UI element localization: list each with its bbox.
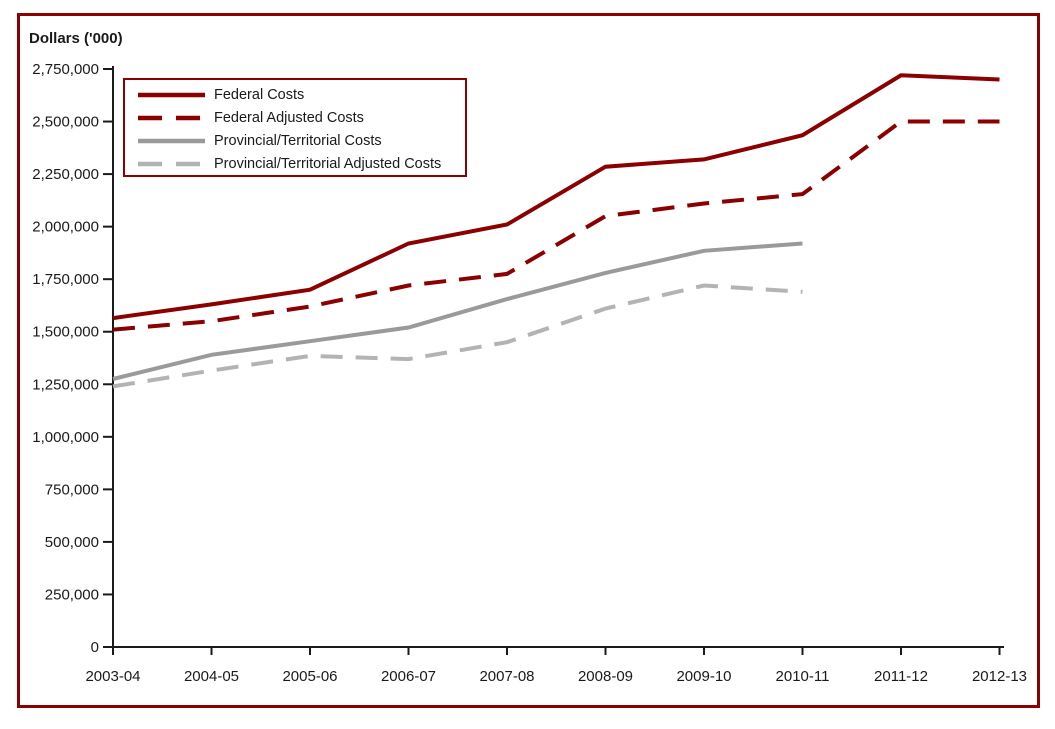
y-axis-tick-label: 1,750,000 bbox=[32, 271, 99, 288]
y-axis-tick-label: 1,250,000 bbox=[32, 376, 99, 393]
series-line-provincial-territorial-costs bbox=[112, 241, 803, 381]
y-axis-tick-label: 0 bbox=[91, 639, 99, 656]
legend-line-sample-solid-icon bbox=[138, 92, 205, 97]
legend-line-sample-dashed-icon bbox=[138, 115, 205, 120]
legend-line-sample-solid-icon bbox=[138, 138, 205, 143]
x-axis-tick-label: 2007-08 bbox=[479, 668, 534, 685]
legend-label: Provincial/Territorial Costs bbox=[214, 132, 382, 149]
legend-label: Federal Costs bbox=[214, 86, 305, 103]
chart-legend: Federal Costs Federal Adjusted Costs Provi… bbox=[123, 78, 467, 177]
x-axis-tick-label: 2004-05 bbox=[184, 668, 239, 685]
y-axis-tick-label: 2,250,000 bbox=[32, 166, 99, 183]
legend-item-provincial-territorial-adjusted-costs: Provincial/Territorial Adjusted Costs bbox=[138, 153, 465, 175]
y-axis-title: Dollars ('000) bbox=[29, 30, 123, 47]
legend-item-federal-costs: Federal Costs bbox=[138, 84, 465, 106]
x-axis-tick-label: 2005-06 bbox=[282, 668, 337, 685]
y-axis-tick-label: 250,000 bbox=[45, 586, 99, 603]
x-axis-tick-label: 2010-11 bbox=[776, 668, 830, 685]
x-axis-tick-label: 2011-12 bbox=[874, 668, 928, 685]
x-axis-tick-label: 2008-09 bbox=[578, 668, 633, 685]
legend-label: Provincial/Territorial Adjusted Costs bbox=[214, 155, 442, 172]
x-axis-tick-label: 2006-07 bbox=[381, 668, 436, 685]
legend-label: Federal Adjusted Costs bbox=[214, 109, 364, 126]
y-axis-tick-label: 500,000 bbox=[45, 534, 99, 551]
legend-line-sample-dashed-icon bbox=[138, 161, 205, 166]
x-axis-tick-label: 2009-10 bbox=[676, 668, 731, 685]
y-axis-tick-label: 1,000,000 bbox=[32, 429, 99, 446]
legend-item-federal-adjusted-costs: Federal Adjusted Costs bbox=[138, 107, 465, 129]
legend-item-provincial-territorial-costs: Provincial/Territorial Costs bbox=[138, 130, 465, 152]
x-axis-tick-label: 2003-04 bbox=[85, 668, 140, 685]
y-axis-tick-label: 750,000 bbox=[45, 481, 99, 498]
y-axis-tick-label: 2,500,000 bbox=[32, 114, 99, 131]
series-line-provincial-territorial-adjusted-costs bbox=[112, 283, 803, 389]
series-line-federal-adjusted-costs bbox=[112, 119, 1000, 332]
y-axis-tick-label: 1,500,000 bbox=[32, 324, 99, 341]
y-axis-tick-label: 2,750,000 bbox=[32, 61, 99, 78]
series-line-federal-costs bbox=[112, 73, 1000, 321]
x-axis-tick-label: 2012-13 bbox=[972, 668, 1027, 685]
y-axis-tick-label: 2,000,000 bbox=[32, 219, 99, 236]
